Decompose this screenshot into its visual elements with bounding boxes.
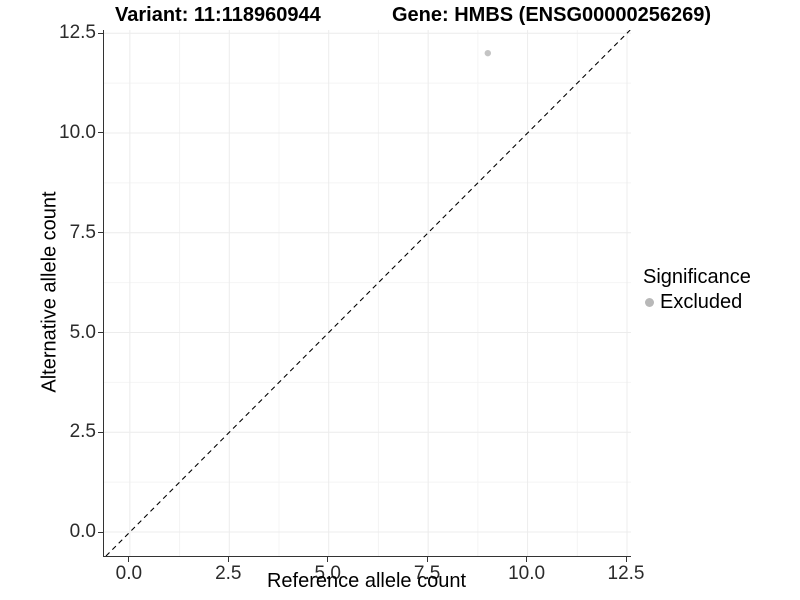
x-tick-label: 5.0: [314, 563, 341, 584]
x-tick-label: 7.5: [413, 563, 441, 584]
legend-item-label: Excluded: [660, 291, 743, 313]
x-tick-label: 0.0: [115, 563, 143, 584]
legend-item-excluded: Excluded: [643, 291, 751, 314]
y-tick-mark: [98, 132, 103, 134]
x-tick-mark: [426, 557, 428, 562]
y-tick-mark: [98, 431, 103, 433]
x-tick-label: 10.0: [508, 563, 546, 584]
plot-title-gene: Gene: HMBS (ENSG00000256269): [392, 4, 712, 26]
plot-panel: [103, 30, 631, 557]
x-tick-mark: [625, 557, 627, 562]
x-tick-mark: [327, 557, 329, 562]
x-tick-label: 2.5: [215, 563, 242, 584]
x-tick-label: 12.5: [607, 563, 645, 584]
y-tick-label: 0.0: [69, 521, 96, 543]
data-point: [484, 49, 492, 57]
legend-marker-circle-icon: [645, 298, 654, 307]
y-tick-label: 10.0: [59, 121, 96, 143]
y-tick-mark: [98, 32, 103, 34]
x-axis-title: Reference allele count: [266, 570, 466, 592]
y-tick-label: 2.5: [69, 421, 96, 443]
scatter-canvas: [104, 30, 631, 556]
y-tick-mark: [98, 332, 103, 333]
identity-dashed-line: [105, 30, 631, 556]
y-tick-label: 12.5: [59, 22, 96, 44]
legend: Significance Excluded: [643, 266, 751, 314]
x-tick-mark: [128, 557, 130, 562]
y-tick-label: 5.0: [69, 321, 96, 343]
x-tick-mark: [227, 557, 229, 562]
y-tick-mark: [98, 232, 103, 234]
y-tick-mark: [98, 531, 103, 533]
y-tick-label: 7.5: [69, 221, 96, 243]
legend-title: Significance: [643, 266, 751, 288]
plot-title-variant: Variant: 11:118960944: [115, 4, 321, 26]
x-tick-mark: [526, 557, 528, 562]
